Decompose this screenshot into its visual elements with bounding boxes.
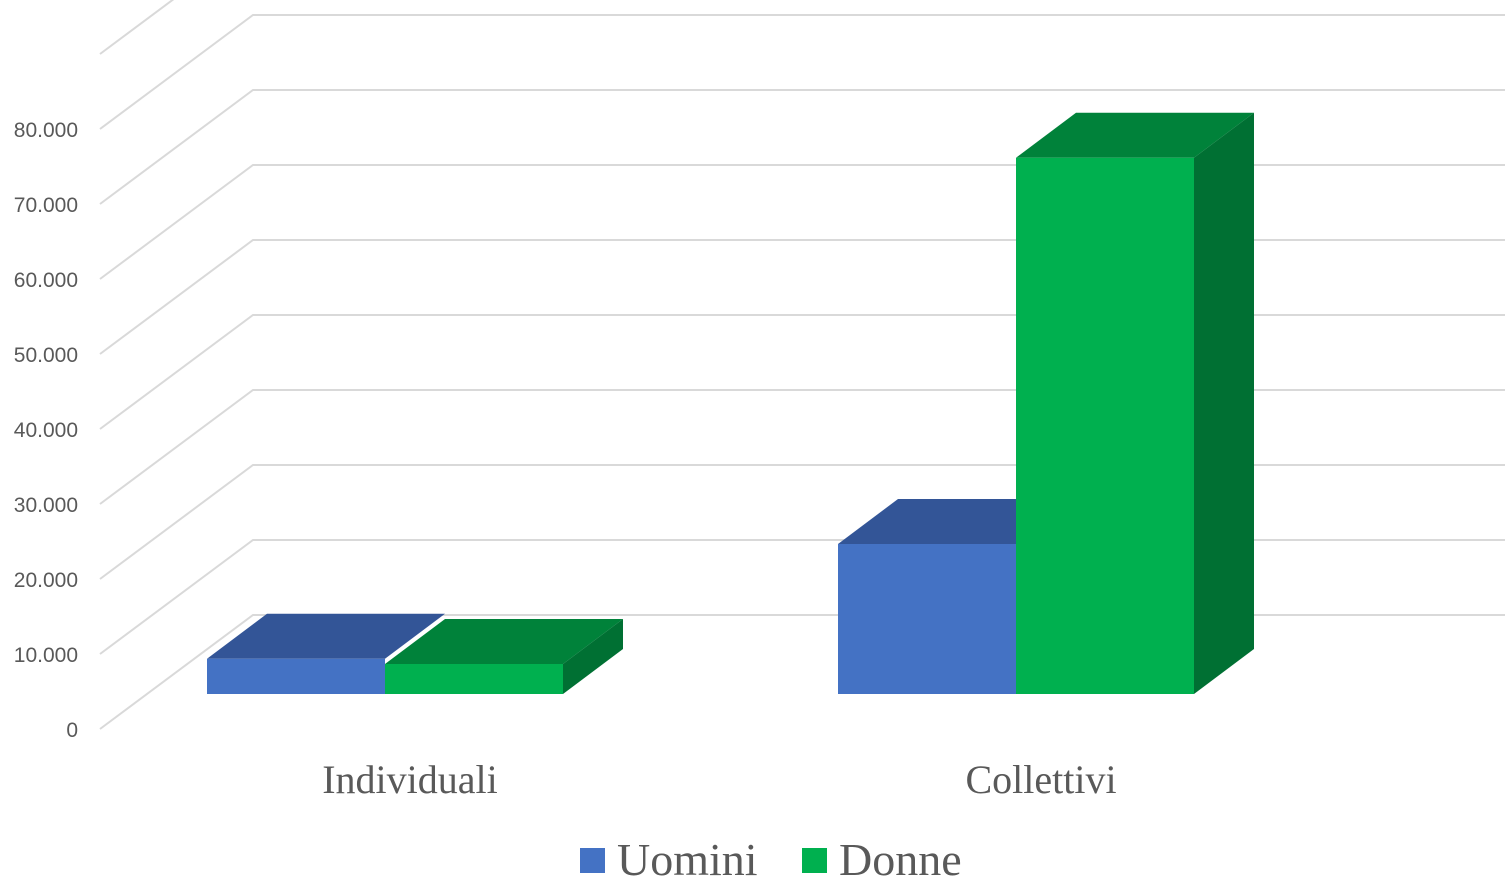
bar-side-face: [563, 619, 623, 694]
y-tick-label: 10.000: [14, 644, 78, 667]
bar-top-face: [207, 613, 445, 659]
gridline: [99, 239, 1505, 355]
y-tick-label: 50.000: [14, 344, 78, 367]
y-tick-label: 80.000: [14, 119, 78, 142]
bar: [207, 658, 385, 694]
legend-label: Donne: [839, 834, 962, 879]
bar: [838, 544, 1016, 694]
bar-side-face: [1194, 112, 1254, 694]
y-tick-label: 60.000: [14, 269, 78, 292]
y-tick-label: 40.000: [14, 419, 78, 442]
bar: [385, 664, 563, 694]
legend-swatch: [802, 848, 827, 873]
bar: [1016, 157, 1194, 694]
y-axis: 0 10.000 20.000 30.000 40.000 50.000 60.000 70.…: [14, 119, 78, 742]
gridline: [99, 14, 1505, 130]
legend-label: Uomini: [617, 834, 758, 879]
y-tick-label: 30.000: [14, 494, 78, 517]
x-tick-label: Individuali: [322, 757, 498, 802]
gridlines: [99, 0, 1505, 730]
y-tick-label: 20.000: [14, 569, 78, 592]
gridline: [99, 464, 1505, 580]
y-tick-label: 0: [66, 719, 78, 742]
bar-top-face: [1016, 112, 1254, 158]
bars: [207, 112, 1254, 694]
gridline: [99, 314, 1505, 430]
gridline: [99, 0, 175, 55]
x-axis: Individuali Collettivi: [322, 757, 1116, 802]
gridline: [99, 164, 1505, 280]
legend-swatch: [580, 848, 605, 873]
legend: Uomini Donne: [580, 834, 962, 879]
gridline: [99, 389, 1505, 505]
gridline: [99, 89, 1505, 205]
bar-top-face: [385, 619, 623, 664]
x-tick-label: Collettivi: [965, 757, 1116, 802]
y-tick-label: 70.000: [14, 194, 78, 217]
